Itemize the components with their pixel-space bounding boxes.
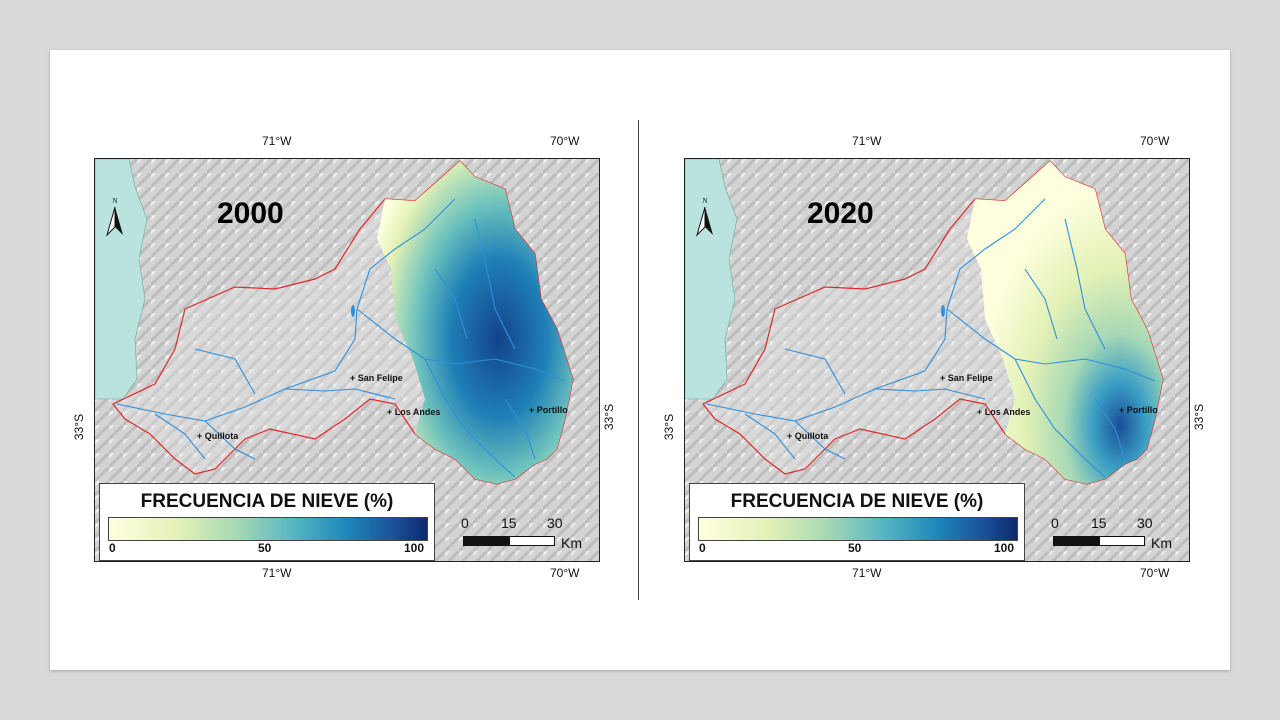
bottom-east-longitude: 70°W [550, 566, 580, 580]
map-panel-2020: 71°W 70°W 71°W 70°W 33°S 33°S [640, 50, 1206, 670]
scale-segment-light [1099, 536, 1145, 546]
slide: 71°W 70°W 71°W 70°W 33°S 33°S [50, 50, 1230, 670]
scale-segment-dark [1053, 536, 1101, 546]
legend-tick-max: 100 [404, 541, 425, 555]
legend-tick-min: 0 [699, 541, 706, 555]
scale-label-15: 15 [501, 515, 517, 531]
pacific-ocean [685, 159, 738, 400]
river-network [116, 198, 566, 478]
city-label: Los Andes [394, 407, 441, 417]
map-panel-2000: 71°W 70°W 71°W 70°W 33°S 33°S [50, 50, 616, 670]
left-latitude: 33°S [72, 413, 87, 441]
scale-unit: Km [561, 535, 582, 551]
city-quillota: + Quillota [787, 431, 829, 441]
city-los-andes: + Los Andes [977, 407, 1031, 417]
panel-divider [638, 120, 639, 600]
snow-frequency-area [377, 161, 573, 484]
scale-label-30: 30 [1137, 515, 1153, 531]
map-frame: 2000 N + Quillota + San Felipe + Los And… [94, 158, 600, 562]
reservoirs [351, 305, 355, 317]
legend: FRECUENCIA DE NIEVE (%) 0 50 100 [99, 483, 435, 561]
city-label: Quillota [204, 431, 239, 441]
scale-segment-dark [463, 536, 511, 546]
city-label: Portillo [536, 405, 568, 415]
top-west-longitude: 71°W [852, 134, 882, 148]
city-san-felipe: + San Felipe [350, 373, 403, 383]
legend-tick-max: 100 [994, 541, 1015, 555]
map-frame: 2020 N + Quillota + San Felipe + Los And… [684, 158, 1190, 562]
scale-bar: 0 15 30 Km [1051, 515, 1183, 555]
bottom-west-longitude: 71°W [852, 566, 882, 580]
city-label: San Felipe [947, 373, 993, 383]
north-arrow: N [103, 195, 127, 239]
north-label: N [112, 197, 117, 205]
bottom-west-longitude: 71°W [262, 566, 292, 580]
city-label: San Felipe [357, 373, 403, 383]
scale-label-0: 0 [1051, 515, 1059, 531]
legend-color-ramp [108, 517, 428, 541]
legend-title: FRECUENCIA DE NIEVE (%) [140, 491, 394, 512]
scale-label-30: 30 [547, 515, 563, 531]
scale-label-15: 15 [1091, 515, 1107, 531]
north-arrow: N [693, 195, 717, 239]
city-quillota: + Quillota [197, 431, 239, 441]
city-label: Los Andes [984, 407, 1031, 417]
legend: FRECUENCIA DE NIEVE (%) 0 50 100 [689, 483, 1025, 561]
city-portillo: + Portillo [529, 405, 568, 415]
river-network [706, 198, 1156, 478]
scale-bar: 0 15 30 Km [461, 515, 593, 555]
bottom-east-longitude: 70°W [1140, 566, 1170, 580]
right-latitude: 33°S [602, 403, 617, 431]
city-label: Quillota [794, 431, 829, 441]
city-portillo: + Portillo [1119, 405, 1158, 415]
legend-tick-min: 0 [109, 541, 116, 555]
legend-tick-mid: 50 [258, 541, 272, 555]
snow-frequency-area [967, 161, 1163, 484]
city-los-andes: + Los Andes [387, 407, 441, 417]
scale-unit: Km [1151, 535, 1172, 551]
left-latitude: 33°S [662, 413, 677, 441]
right-latitude: 33°S [1192, 403, 1207, 431]
city-san-felipe: + San Felipe [940, 373, 993, 383]
city-label: Portillo [1126, 405, 1158, 415]
top-east-longitude: 70°W [1140, 134, 1170, 148]
legend-tick-mid: 50 [848, 541, 862, 555]
legend-color-ramp [698, 517, 1018, 541]
pacific-ocean [95, 159, 148, 400]
reservoirs [941, 305, 945, 317]
north-label: N [702, 197, 707, 205]
legend-title: FRECUENCIA DE NIEVE (%) [730, 491, 984, 512]
scale-label-0: 0 [461, 515, 469, 531]
map-year-title: 2020 [807, 197, 874, 230]
top-west-longitude: 71°W [262, 134, 292, 148]
map-year-title: 2000 [217, 197, 284, 230]
top-east-longitude: 70°W [550, 134, 580, 148]
scale-segment-light [509, 536, 555, 546]
